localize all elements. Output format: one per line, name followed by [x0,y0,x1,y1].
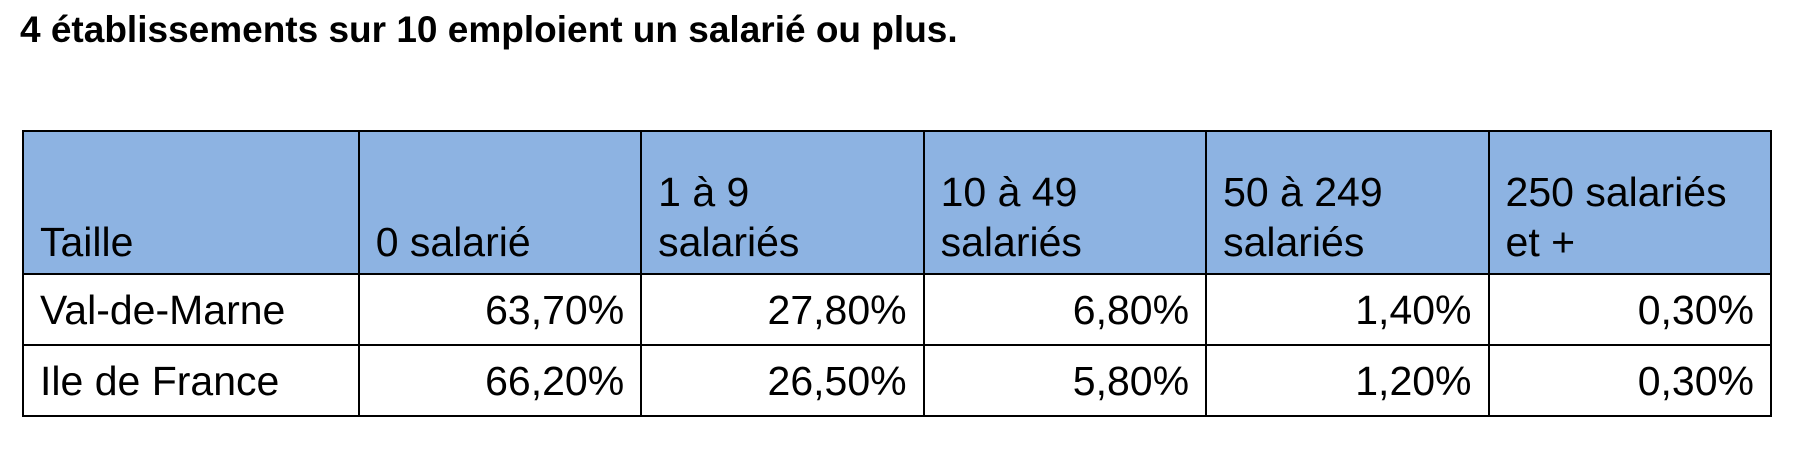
table-cell: 66,20% [357,344,643,417]
table-cell: 5,80% [922,344,1208,417]
header-label: Taille [40,219,134,265]
header-line-2: salariés [940,219,1082,265]
table-cell: 0,30% [1487,273,1773,346]
table-cell: 1,20% [1205,344,1490,417]
table-row: Val-de-Marne 63,70% 27,80% 6,80% 1,40% 0… [22,273,1773,346]
header-line-1: 10 à 49 [940,169,1078,215]
table-cell: 26,50% [640,344,925,417]
header-line-1: 250 salariés [1505,169,1727,215]
header-line-2: salariés [658,219,800,265]
header-line-2: et + [1505,219,1576,265]
table-row: Ile de France 66,20% 26,50% 5,80% 1,20% … [22,344,1773,417]
row-label-ile-de-france: Ile de France [22,344,360,417]
header-line-1: 0 salarié [375,219,531,265]
establishments-size-table: Taille 0 salarié 1 à 9 salariés 10 à 49 sa… [22,130,1773,417]
page-title: 4 établissements sur 10 emploient un sal… [20,9,958,50]
header-cell-0-employees: 0 salarié [357,130,643,275]
table-cell: 27,80% [640,273,925,346]
header-line-1: 50 à 249 [1223,169,1383,215]
header-cell-250-plus-employees: 250 salariés et + [1487,130,1773,275]
header-line-2: salariés [1223,219,1365,265]
header-cell-1-9-employees: 1 à 9 salariés [640,130,925,275]
row-label-val-de-marne: Val-de-Marne [22,273,360,346]
header-cell-50-249-employees: 50 à 249 salariés [1205,130,1490,275]
table-cell: 6,80% [922,273,1208,346]
table-cell: 1,40% [1205,273,1490,346]
header-cell-size-label: Taille [22,130,360,275]
table-header-row: Taille 0 salarié 1 à 9 salariés 10 à 49 sa… [22,130,1773,275]
header-cell-10-49-employees: 10 à 49 salariés [922,130,1208,275]
table-cell: 63,70% [357,273,643,346]
table-cell: 0,30% [1487,344,1773,417]
header-line-1: 1 à 9 [658,169,750,215]
